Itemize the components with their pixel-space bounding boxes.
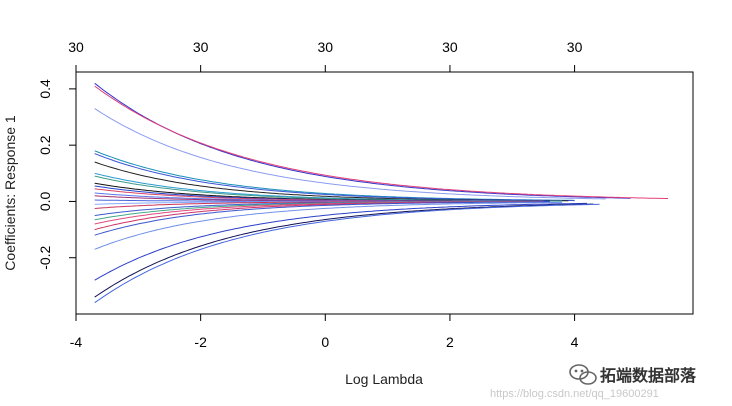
series-line-2 (94, 85, 669, 199)
series-line-25 (94, 203, 600, 304)
y-tick-label: 0.2 (37, 135, 53, 155)
watermark: 拓端数据部落 https://blog.csdn.net/qq_19600291 (490, 364, 697, 400)
y-axis-title: Coefficients: Response 1 (2, 115, 18, 271)
axes-layer: -4 -2 0 2 4 30 30 30 30 30 -0.2 0.0 0.2 0.4 (37, 39, 583, 350)
wechat-logo-icon (569, 364, 597, 385)
top-tick-label: 30 (442, 39, 458, 55)
y-tick-label: -0.2 (37, 245, 53, 269)
watermark-text: 拓端数据部落 (600, 366, 697, 385)
x-tick-label: 4 (571, 334, 579, 350)
top-tick-label: 30 (193, 39, 209, 55)
x-tick-label: 0 (321, 334, 329, 350)
watermark-url: https://blog.csdn.net/qq_19600291 (490, 388, 659, 400)
series-line-22 (94, 201, 563, 250)
plot-box (75, 71, 694, 315)
series-line-24 (94, 203, 594, 298)
x-tick-label: 2 (446, 334, 454, 350)
top-tick-label: 30 (68, 39, 84, 55)
x-tick-label: -4 (70, 334, 83, 350)
y-tick-label: 0.4 (37, 79, 53, 99)
series-line-3 (94, 108, 606, 200)
x-axis-title: Log Lambda (345, 371, 423, 387)
x-tick-label: -2 (194, 334, 207, 350)
top-tick-label: 30 (567, 39, 583, 55)
top-tick-label: 30 (318, 39, 334, 55)
series-line-21 (94, 201, 550, 236)
series-line-5 (94, 153, 575, 202)
series-layer (94, 82, 669, 304)
y-tick-label: 0.0 (37, 192, 53, 212)
series-line-23 (94, 202, 588, 281)
